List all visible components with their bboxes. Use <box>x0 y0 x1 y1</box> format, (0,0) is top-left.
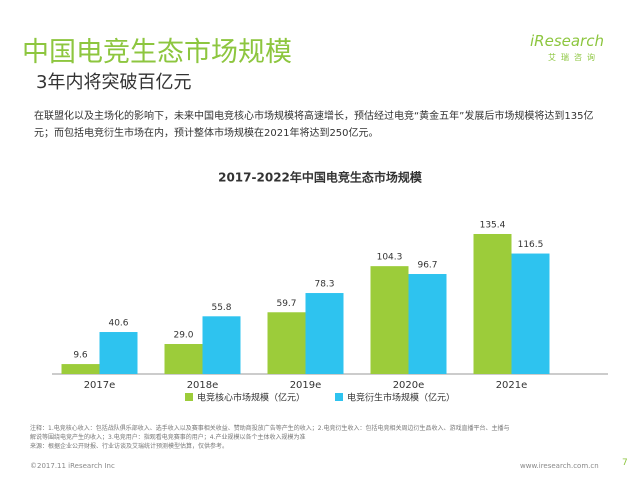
logo-sub: 艾瑞咨询 <box>548 53 600 62</box>
value-label: 59.7 <box>276 299 296 309</box>
bar <box>511 253 550 374</box>
slide-title: 中国电竞生态市场规模 <box>22 37 292 68</box>
footnote-line: 解说等围绕电竞产生的收入；3.电竞用户：指观看电竞赛事的用户；4.产业规模以各个… <box>30 434 306 441</box>
x-tick-label: 2021e <box>496 380 528 391</box>
legend-swatch <box>335 393 343 401</box>
value-label: 135.4 <box>480 220 506 230</box>
footnote-line: 来源：根据企业公开财报、行业访谈及艾瑞统计预测模型估算，仅供参考。 <box>30 443 229 450</box>
x-tick-label: 2020e <box>393 380 425 391</box>
chart-title: 2017-2022年中国电竞生态市场规模 <box>218 170 423 185</box>
copyright: ©2017.11 iResearch Inc <box>30 462 115 470</box>
value-label: 116.5 <box>518 240 544 250</box>
value-label: 104.3 <box>377 253 403 263</box>
bar <box>370 266 409 374</box>
value-label: 9.6 <box>73 351 88 361</box>
legend-label: 电竞衍生市场规模（亿元） <box>347 392 455 404</box>
x-tick-label: 2017e <box>84 380 116 391</box>
footer-url: www.iresearch.com.cn <box>520 462 599 470</box>
bar <box>61 364 100 374</box>
bar <box>408 274 447 374</box>
bar <box>202 316 241 374</box>
value-label: 29.0 <box>173 331 193 341</box>
page-number: 7 <box>622 458 628 468</box>
bar <box>305 293 344 374</box>
legend-label: 电竞核心市场规模（亿元） <box>197 392 305 404</box>
bar <box>473 233 512 374</box>
paragraph: 在联盟化以及主场化的影响下，未来中国电竞核心市场规模将高速增长，预估经过电竞“黄… <box>34 111 594 139</box>
logo: iResearch <box>530 32 604 50</box>
legend-swatch <box>185 393 193 401</box>
x-tick-label: 2019e <box>290 380 322 391</box>
bar <box>99 332 138 374</box>
footnote-line: 注释：1.电竞核心收入：包括战队俱乐部收入、选手收入以及赛事相关收益、赞助商投放… <box>30 425 510 432</box>
bar <box>267 312 306 374</box>
value-label: 96.7 <box>417 261 437 271</box>
value-label: 78.3 <box>314 280 334 290</box>
bar <box>164 344 203 374</box>
value-label: 55.8 <box>211 303 231 313</box>
value-label: 40.6 <box>108 319 128 329</box>
x-tick-label: 2018e <box>187 380 219 391</box>
footnote: 注释：1.电竞核心收入：包括战队俱乐部收入、选手收入以及赛事相关收益、赞助商投放… <box>30 424 610 451</box>
slide-subtitle: 3年内将突破百亿元 <box>36 72 192 93</box>
